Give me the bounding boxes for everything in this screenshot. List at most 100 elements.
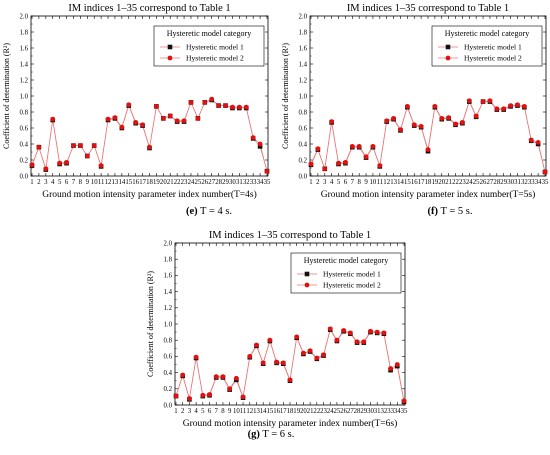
x-tick-label: 35 bbox=[401, 408, 408, 415]
data-point-model2 bbox=[257, 141, 263, 147]
y-tick-label: 0.6 bbox=[299, 125, 308, 132]
data-point-model2 bbox=[349, 144, 355, 149]
x-tick-label: 27 bbox=[487, 179, 494, 186]
y-tick-label: 0.2 bbox=[299, 157, 308, 164]
data-point-model2 bbox=[187, 396, 192, 401]
data-point-model2 bbox=[294, 334, 300, 340]
x-tick-label: 10 bbox=[91, 179, 98, 186]
y-tick-label: 2.0 bbox=[164, 240, 173, 247]
data-point-model1 bbox=[257, 144, 263, 149]
x-tick-label: 33 bbox=[387, 408, 394, 415]
x-tick-label: 17 bbox=[139, 179, 146, 186]
x-tick-label: 12 bbox=[246, 408, 253, 415]
data-point-model2 bbox=[280, 360, 286, 366]
x-tick-label: 16 bbox=[132, 179, 139, 186]
x-tick-label: 21 bbox=[167, 179, 174, 186]
data-point-model2 bbox=[223, 103, 228, 108]
data-point-model2 bbox=[77, 143, 83, 149]
legend: Hysteretic model category Hysteretic mode… bbox=[290, 252, 402, 294]
x-tick-label: 23 bbox=[459, 179, 466, 186]
data-point-model2 bbox=[515, 102, 520, 108]
x-tick-label: 6 bbox=[65, 179, 69, 186]
chart-panel-3: IM indices 1–35 correspond to Table 1 0.0… bbox=[146, 230, 408, 440]
y-axis-label: Coefficient of determination (R²) bbox=[281, 43, 290, 149]
x-tick-label: 10 bbox=[233, 408, 240, 415]
x-tick-label: 8 bbox=[221, 408, 225, 415]
x-tick-label: 9 bbox=[228, 408, 232, 415]
data-point-model2 bbox=[425, 147, 431, 153]
data-point-model2 bbox=[460, 120, 465, 125]
data-point-model2 bbox=[334, 337, 340, 343]
x-tick-label: 1 bbox=[30, 179, 33, 186]
data-point-model2 bbox=[508, 103, 513, 108]
caption-label: (e) bbox=[186, 206, 198, 217]
x-axis-label: Ground motion intensity parameter index … bbox=[321, 189, 536, 200]
data-point-model2 bbox=[202, 100, 208, 105]
legend-box bbox=[290, 252, 402, 294]
x-tick-label: 28 bbox=[493, 179, 500, 186]
x-tick-label: 6 bbox=[344, 179, 348, 186]
data-point-model2 bbox=[160, 116, 166, 121]
x-tick-label: 14 bbox=[260, 408, 267, 415]
legend-entry: Hysteretic model 1 bbox=[464, 43, 522, 52]
x-tick-label: 8 bbox=[357, 179, 361, 186]
data-point-model2 bbox=[453, 121, 458, 127]
y-tick-label: 0.2 bbox=[164, 386, 173, 393]
data-point-model2 bbox=[370, 144, 376, 149]
x-tick-label: 11 bbox=[240, 408, 247, 415]
data-point-model2 bbox=[112, 115, 118, 120]
y-tick-label: 1.6 bbox=[20, 45, 29, 52]
panel-caption: (f) T = 5 s. bbox=[428, 206, 473, 217]
y-tick-label: 0.6 bbox=[164, 354, 173, 361]
data-point-model2 bbox=[213, 374, 219, 380]
data-point-model2 bbox=[439, 116, 445, 121]
data-point-model2 bbox=[220, 374, 226, 380]
x-tick-label: 8 bbox=[79, 179, 83, 186]
y-tick-label: 1.4 bbox=[20, 61, 29, 68]
x-tick-label: 35 bbox=[542, 179, 549, 186]
data-point-model2 bbox=[398, 127, 403, 132]
x-tick-label: 9 bbox=[86, 179, 90, 186]
x-tick-label: 25 bbox=[473, 179, 480, 186]
data-point-model2 bbox=[200, 392, 206, 398]
x-tick-label: 11 bbox=[377, 179, 384, 186]
legend-entry: Hysteretic model 2 bbox=[323, 281, 381, 290]
x-tick-label: 5 bbox=[337, 179, 341, 186]
x-tick-label: 28 bbox=[354, 408, 361, 415]
data-point-model2 bbox=[535, 140, 541, 145]
x-tick-label: 5 bbox=[201, 408, 205, 415]
x-tick-label: 11 bbox=[98, 179, 105, 186]
data-point-model2 bbox=[173, 393, 179, 399]
data-point-model2 bbox=[368, 328, 373, 334]
x-tick-label: 3 bbox=[323, 179, 327, 186]
data-point-model2 bbox=[377, 163, 383, 169]
legend-title: Hysteretic model category bbox=[167, 29, 251, 38]
data-point-model2 bbox=[207, 392, 212, 397]
data-point-model2 bbox=[287, 377, 293, 383]
data-point-model2 bbox=[274, 359, 279, 365]
y-tick-label: 0.8 bbox=[299, 109, 308, 116]
y-tick-label: 1.2 bbox=[164, 305, 173, 312]
x-tick-label: 25 bbox=[334, 408, 341, 415]
data-point-model2 bbox=[230, 104, 235, 110]
x-tick-label: 4 bbox=[330, 179, 334, 186]
x-tick-label: 34 bbox=[535, 179, 542, 186]
data-point-model2 bbox=[473, 113, 479, 119]
x-tick-label: 6 bbox=[208, 408, 212, 415]
legend-marker-model2 bbox=[445, 55, 451, 61]
x-tick-label: 1 bbox=[309, 179, 312, 186]
data-point-model2 bbox=[446, 115, 452, 120]
x-tick-label: 25 bbox=[194, 179, 201, 186]
x-tick-label: 3 bbox=[188, 408, 192, 415]
data-point-model2 bbox=[301, 350, 306, 356]
data-point-model2 bbox=[336, 160, 341, 166]
x-tick-label: 24 bbox=[327, 408, 334, 415]
legend-marker-model1 bbox=[167, 44, 173, 50]
panel-caption: (g) T = 6 s. bbox=[248, 429, 295, 440]
data-point-model2 bbox=[180, 372, 186, 378]
x-tick-label: 3 bbox=[44, 179, 48, 186]
y-tick-label: 0.2 bbox=[20, 157, 29, 164]
x-tick-label: 32 bbox=[243, 179, 250, 186]
x-tick-label: 30 bbox=[507, 179, 514, 186]
data-point-model2 bbox=[119, 124, 125, 130]
